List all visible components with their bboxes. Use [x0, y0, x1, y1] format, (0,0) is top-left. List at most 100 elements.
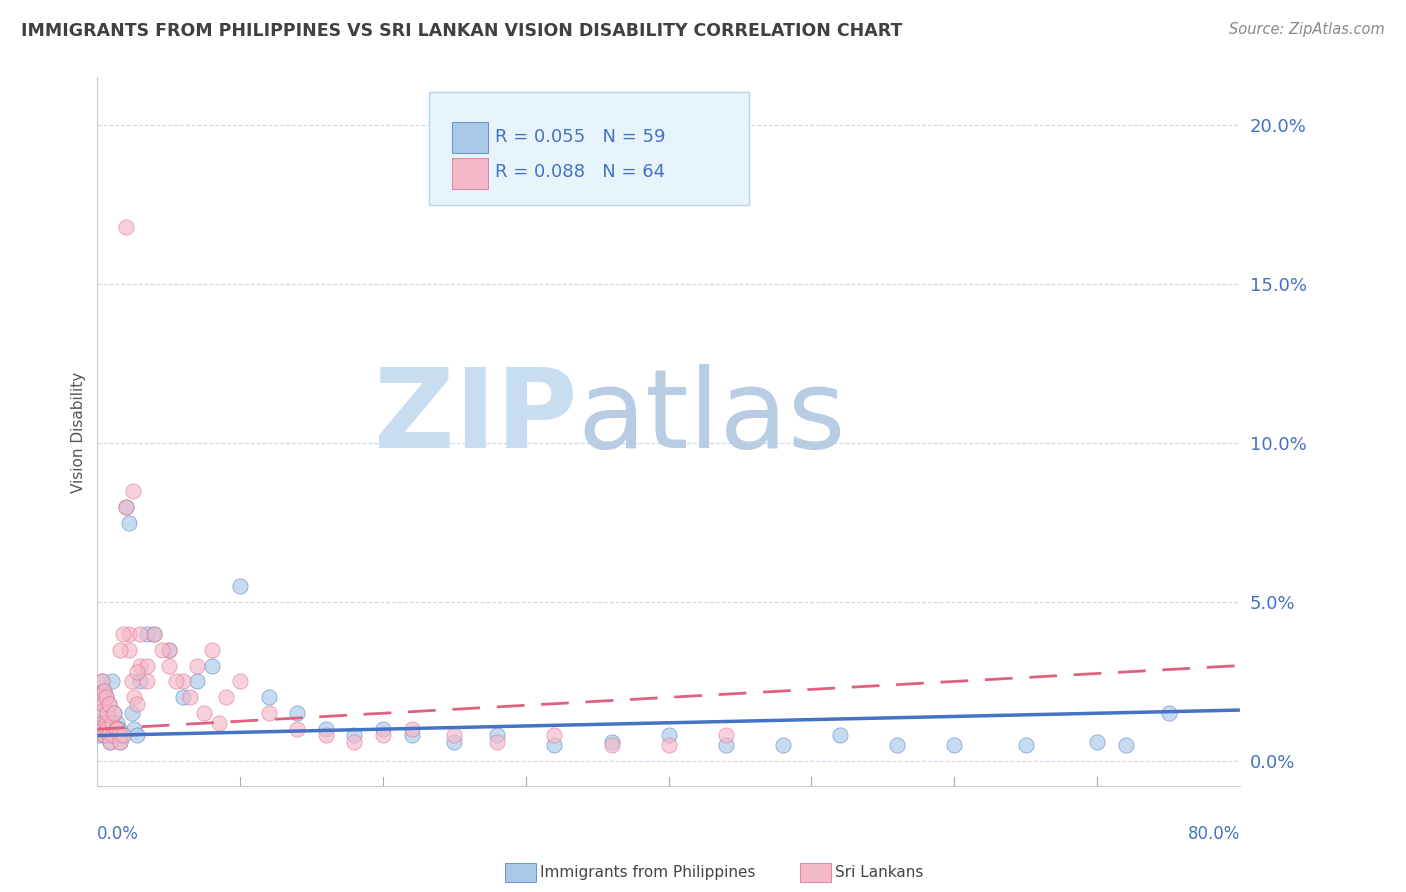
Point: [90, 715, 112, 730]
Point: [828, 729, 851, 743]
Point: [90, 715, 112, 730]
Point: [772, 738, 794, 752]
Point: [157, 642, 180, 657]
Point: [285, 722, 308, 736]
Point: [121, 674, 143, 689]
Point: [97, 729, 120, 743]
Point: [91, 722, 114, 736]
Point: [101, 722, 124, 736]
Point: [87, 729, 110, 743]
Point: [97, 697, 120, 711]
Point: [343, 735, 366, 749]
Point: [600, 735, 623, 749]
Point: [115, 219, 138, 234]
Point: [94, 690, 117, 705]
Point: [103, 706, 125, 721]
Point: [127, 665, 149, 679]
Text: R = 0.088   N = 64: R = 0.088 N = 64: [495, 163, 665, 181]
Point: [136, 674, 159, 689]
Point: [371, 722, 394, 736]
Point: [94, 715, 117, 730]
Point: [143, 627, 166, 641]
Point: [285, 706, 308, 721]
Point: [118, 627, 141, 641]
Point: [97, 697, 120, 711]
Point: [315, 722, 337, 736]
Point: [193, 706, 215, 721]
Point: [124, 690, 146, 705]
Point: [108, 735, 131, 749]
Point: [121, 706, 143, 721]
Point: [172, 690, 194, 705]
Point: [229, 674, 252, 689]
Point: [150, 642, 173, 657]
Point: [96, 722, 118, 736]
Point: [91, 722, 114, 736]
Point: [89, 706, 111, 721]
Point: [443, 729, 465, 743]
Point: [103, 706, 125, 721]
Point: [100, 674, 122, 689]
Point: [658, 738, 681, 752]
Point: [89, 690, 111, 705]
Point: [371, 729, 394, 743]
Point: [108, 642, 131, 657]
Point: [107, 722, 129, 736]
Point: [112, 729, 135, 743]
Point: [112, 627, 135, 641]
Point: [96, 706, 118, 721]
Point: [98, 735, 121, 749]
Point: [91, 697, 114, 711]
Point: [124, 722, 146, 736]
Point: [98, 735, 121, 749]
Point: [129, 658, 152, 673]
Point: [96, 722, 118, 736]
Point: [118, 642, 141, 657]
Point: [89, 706, 111, 721]
Text: 0.0%: 0.0%: [97, 824, 139, 843]
Point: [93, 684, 115, 698]
FancyBboxPatch shape: [451, 158, 488, 189]
Point: [91, 697, 114, 711]
Point: [1015, 738, 1038, 752]
Point: [105, 722, 128, 736]
Point: [87, 722, 110, 736]
Text: ZIP: ZIP: [374, 364, 578, 471]
Point: [486, 735, 509, 749]
Point: [543, 729, 565, 743]
Point: [136, 658, 159, 673]
Point: [1085, 735, 1108, 749]
Point: [186, 674, 208, 689]
Point: [201, 642, 224, 657]
Point: [208, 715, 231, 730]
Point: [401, 729, 423, 743]
Point: [129, 627, 152, 641]
Text: Sri Lankans: Sri Lankans: [835, 865, 924, 880]
Point: [118, 516, 141, 530]
Point: [127, 697, 149, 711]
Point: [96, 706, 118, 721]
Point: [486, 729, 509, 743]
Point: [157, 642, 180, 657]
Point: [136, 627, 159, 641]
Point: [104, 722, 127, 736]
Text: Immigrants from Philippines: Immigrants from Philippines: [540, 865, 755, 880]
Point: [90, 674, 112, 689]
Point: [165, 674, 187, 689]
Point: [443, 735, 465, 749]
Point: [89, 690, 111, 705]
Point: [401, 722, 423, 736]
Point: [115, 500, 138, 514]
Point: [97, 729, 120, 743]
Point: [714, 729, 737, 743]
Point: [1157, 706, 1180, 721]
Point: [943, 738, 966, 752]
Point: [115, 500, 138, 514]
Point: [343, 729, 366, 743]
Y-axis label: Vision Disability: Vision Disability: [72, 371, 86, 492]
Point: [127, 729, 149, 743]
Point: [108, 735, 131, 749]
Point: [658, 729, 681, 743]
Text: atlas: atlas: [578, 364, 846, 471]
Text: 80.0%: 80.0%: [1188, 824, 1240, 843]
